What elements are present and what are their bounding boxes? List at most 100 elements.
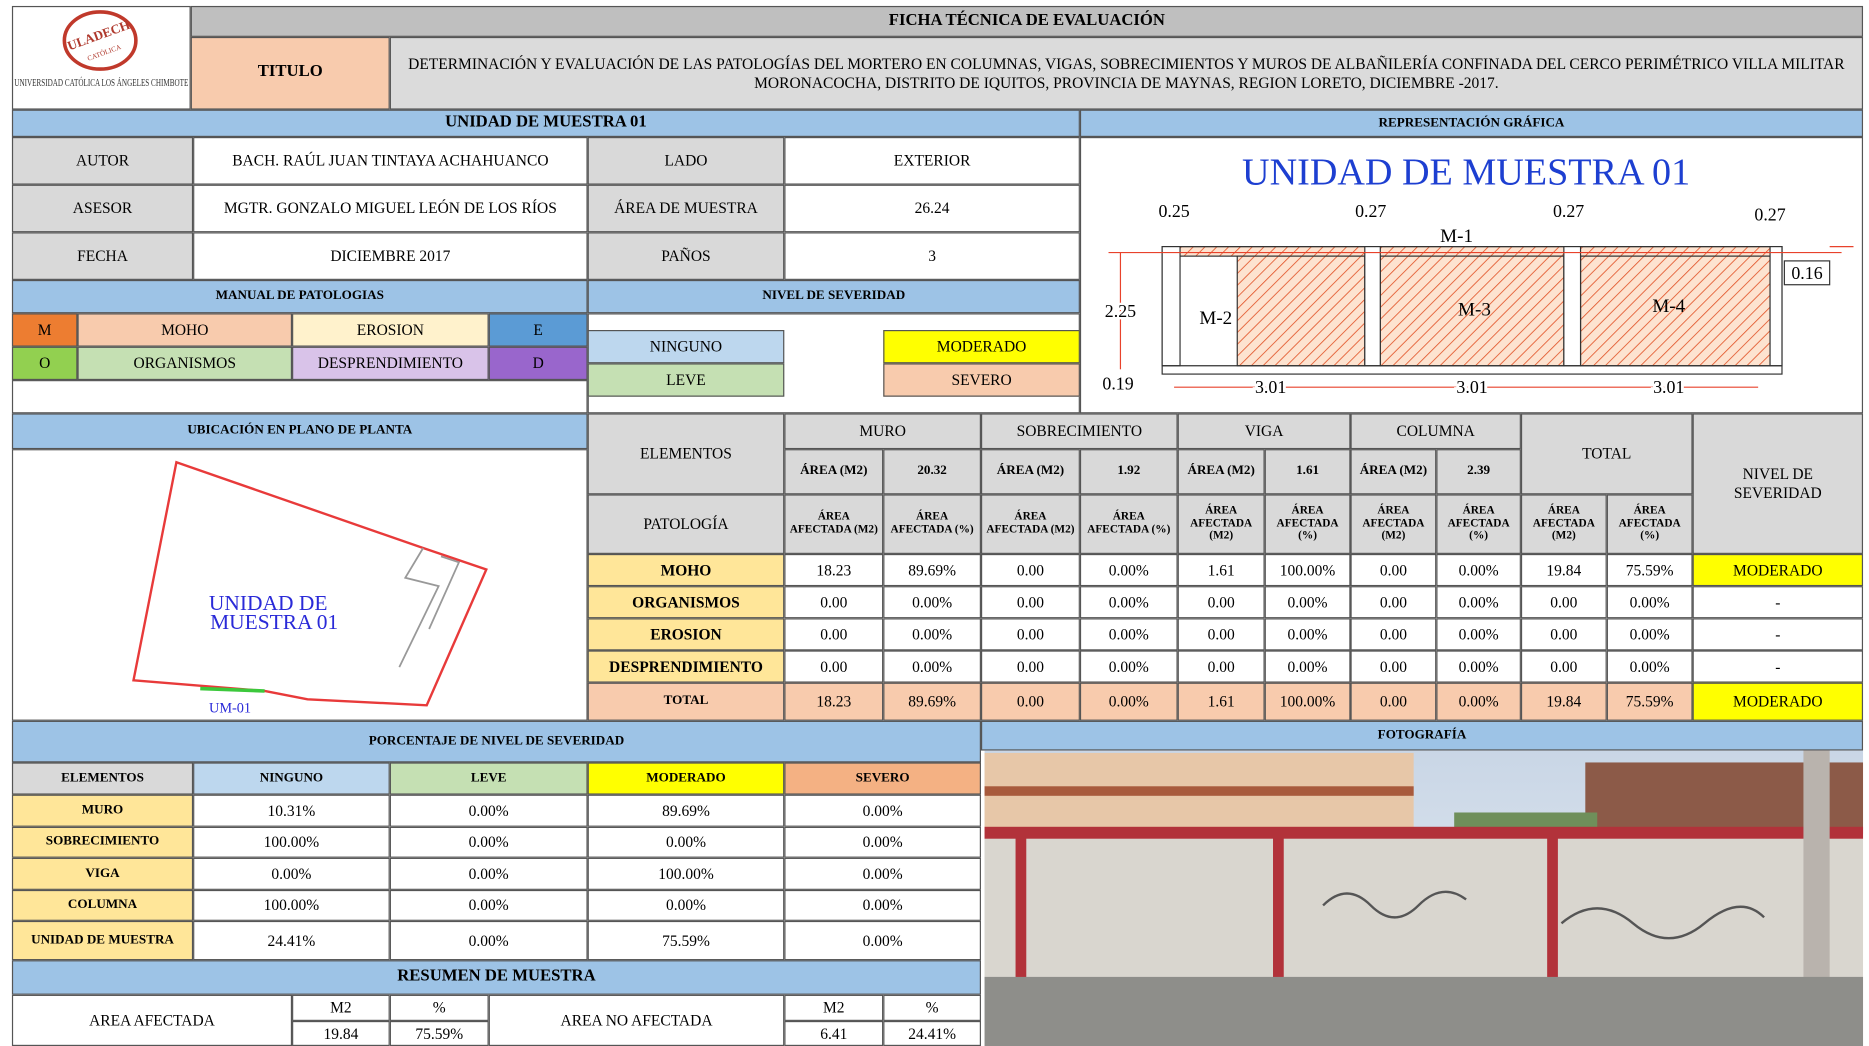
total-cell: 100.00% — [1264, 682, 1351, 721]
percent-cell: 100.00% — [193, 826, 390, 858]
sheet-title: FICHA TÉCNICA DE EVALUACIÓN — [190, 5, 1864, 37]
element-name: SOBRECIMIENTO — [11, 826, 194, 858]
section-header: UBICACIÓN EN PLANO DE PLANTA — [11, 413, 588, 450]
value-cell: 0.00 — [980, 618, 1080, 651]
percent-cell: 0.00% — [389, 826, 588, 858]
severity-key: NINGUNO — [587, 330, 785, 364]
column — [1364, 246, 1381, 367]
total-cell: 0.00% — [1436, 682, 1521, 721]
photo-wall — [984, 833, 1864, 980]
section-header: MANUAL DE PATOLOGIAS — [11, 279, 588, 314]
summary-label: AREA NO AFECTADA — [488, 994, 785, 1046]
value-cell: 0.00 — [784, 618, 884, 651]
percent-cell: 0.00% — [389, 857, 588, 890]
percent-cell: 0.00% — [389, 889, 588, 921]
pathology-key: E — [488, 313, 588, 347]
info-label: PAÑOS — [587, 232, 785, 280]
column — [1563, 246, 1582, 367]
severity-cell: MODERADO — [1692, 682, 1864, 721]
photo-pillar — [1015, 833, 1027, 980]
blank — [11, 380, 588, 414]
value-cell: 0.00% — [1079, 586, 1178, 619]
area-label: ÁREA (M2) — [784, 449, 884, 495]
photo-pillar — [1547, 833, 1558, 980]
sub-header: ÁREA AFECTADA (%) — [1606, 494, 1693, 554]
percent-cell: 0.00% — [784, 920, 981, 961]
percent-cell: 100.00% — [193, 889, 390, 921]
severity-key: LEVE — [587, 363, 785, 397]
total-cell: 1.61 — [1177, 682, 1265, 721]
table-header: ELEMENTOS — [587, 413, 785, 495]
sub-header: ÁREA AFECTADA (%) — [1436, 494, 1521, 554]
percent-cell: 10.31% — [193, 794, 390, 827]
value-cell: 0.00% — [1079, 618, 1178, 651]
column-header: MODERADO — [587, 762, 785, 795]
info-label: LADO — [587, 137, 785, 185]
table-header: NIVEL DE SEVERIDAD — [1692, 413, 1864, 554]
severity-cell: MODERADO — [1692, 553, 1864, 587]
sub-header: ÁREA AFECTADA (%) — [1079, 494, 1178, 554]
pathology-name: DESPRENDIMIENTO — [587, 650, 785, 683]
photo-roof — [984, 786, 1414, 796]
dimension: 0.27 — [1355, 201, 1386, 221]
percent-cell: 0.00% — [784, 826, 981, 858]
area-value: 1.61 — [1264, 449, 1351, 495]
area-value: 2.39 — [1436, 449, 1521, 495]
sub-header: ÁREA AFECTADA (%) — [1264, 494, 1351, 554]
area-label: ÁREA (M2) — [980, 449, 1080, 495]
pathology-key: ORGANISMOS — [77, 346, 293, 381]
percent-cell: 0.00% — [784, 794, 981, 827]
severity-key: SEVERO — [883, 363, 1080, 397]
plan-label: MUESTRA 01 — [210, 610, 338, 634]
value-cell: 0.00% — [883, 618, 981, 651]
value-cell: 0.00 — [784, 586, 884, 619]
severity-cell: - — [1692, 618, 1864, 651]
total-cell: 19.84 — [1520, 682, 1607, 721]
area-label: ÁREA (M2) — [1177, 449, 1265, 495]
column-header: SEVERO — [784, 762, 981, 795]
value-cell: 0.00 — [1520, 586, 1607, 619]
plan-label: UNIDAD DE — [209, 591, 328, 615]
sub-header: ÁREA AFECTADA (M2) — [1177, 494, 1265, 554]
total-cell: 18.23 — [784, 682, 884, 721]
section-header: NIVEL DE SEVERIDAD — [587, 279, 1080, 314]
plan-box — [11, 449, 588, 721]
pathology-name: ORGANISMOS — [587, 586, 785, 619]
summary-value: 6.41 — [784, 1020, 884, 1046]
photo-graffiti — [1322, 890, 1765, 940]
dimension: 3.01 — [1653, 377, 1684, 397]
percent-cell: 0.00% — [784, 857, 981, 890]
total-cell: 0.00% — [1079, 682, 1178, 721]
plan-outline — [132, 460, 488, 707]
column — [1161, 246, 1181, 367]
value-cell: 0.00 — [1177, 650, 1265, 683]
photo-pole — [1803, 750, 1830, 989]
unit: % — [883, 994, 981, 1021]
value-cell: 0.00 — [1520, 650, 1607, 683]
dimension: 0.16 — [1791, 263, 1822, 283]
value-cell: 0.00% — [883, 586, 981, 619]
photo-ground — [984, 976, 1864, 1046]
total-cell: 89.69% — [883, 682, 981, 721]
area-label: ÁREA (M2) — [1350, 449, 1437, 495]
hatched-panel — [1236, 255, 1366, 367]
plan-tag: UM-01 — [209, 700, 251, 716]
dimension: 3.01 — [1255, 377, 1286, 397]
unit: % — [389, 994, 489, 1021]
section-header: UNIDAD DE MUESTRA 01 — [11, 109, 1080, 138]
pathology-key: D — [488, 346, 588, 381]
percent-cell: 100.00% — [587, 857, 785, 890]
dimension: 0.19 — [1102, 374, 1133, 394]
value-cell: 0.00% — [1436, 586, 1521, 619]
dim-box — [1783, 260, 1831, 286]
table-header: PATOLOGÍA — [587, 494, 785, 554]
value-cell: 1.61 — [1177, 553, 1265, 587]
dimension: 0.27 — [1754, 204, 1785, 224]
percent-cell: 0.00% — [193, 857, 390, 890]
wall-label: M-3 — [1458, 300, 1491, 321]
wall-label: M-1 — [1440, 226, 1473, 247]
element-name: UNIDAD DE MUESTRA — [11, 920, 194, 961]
value-cell: 0.00 — [980, 586, 1080, 619]
percent-cell: 89.69% — [587, 794, 785, 827]
